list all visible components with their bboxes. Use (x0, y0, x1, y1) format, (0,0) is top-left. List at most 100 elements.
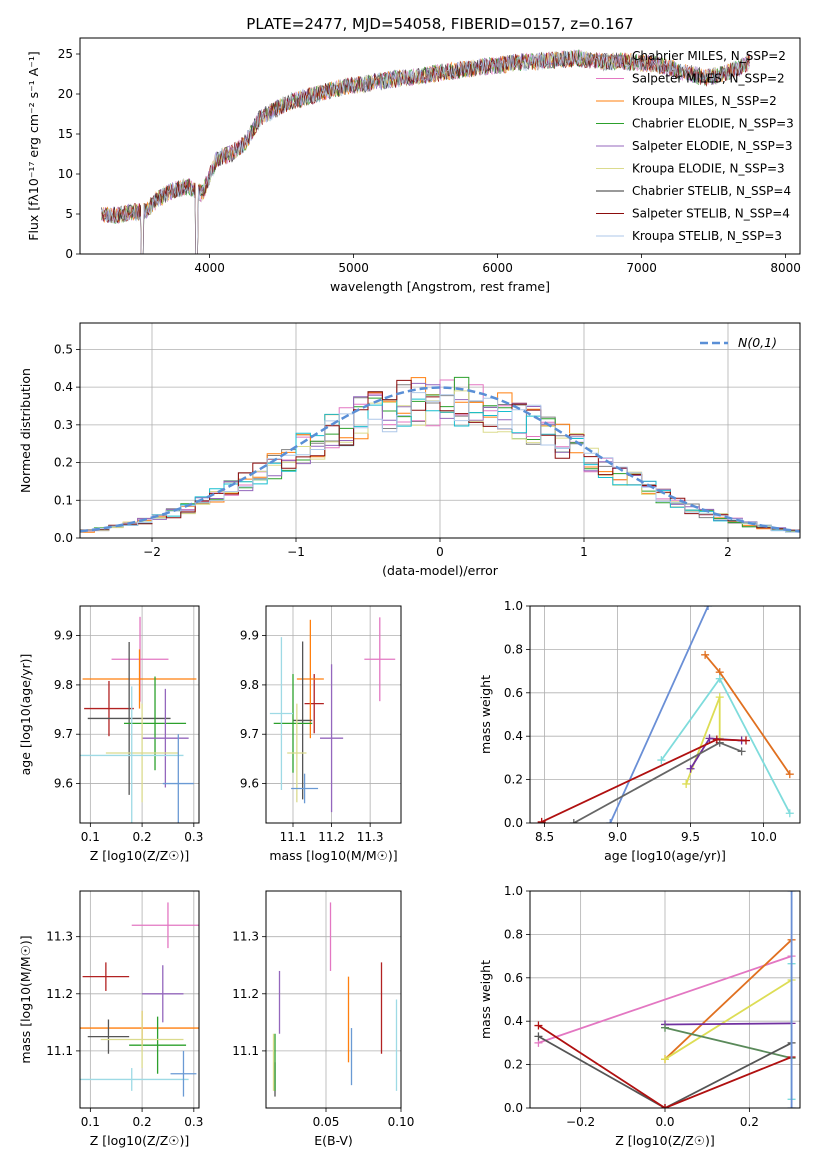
weight-vs-Z-xlabel: Z [log10(Z/Z☉)] (615, 1133, 715, 1148)
mass-vs-Z-plot (80, 902, 199, 1097)
residuals-xtick-label: −2 (143, 545, 161, 559)
weight-vs-Z-axes: −0.2 0.0 0.2 0.0 0.2 0.4 0.6 0.8 1.0 Z [log10(Z/Z… (478, 884, 800, 1148)
weight-marker (661, 1104, 669, 1108)
mass-vs-ebv-ytick-label: 11.2 (232, 987, 259, 1001)
weight-vs-Z-ytick-label: 0.4 (504, 1014, 523, 1028)
age-vs-mass-plot (269, 617, 396, 813)
spectrum-ytick-label: 20 (58, 87, 73, 101)
age-vs-Z-ylabel: age [log10(age/yr)] (18, 654, 33, 776)
age-vs-mass-ytick-label: 9.8 (240, 678, 259, 692)
residuals-frame (79, 322, 801, 539)
spectrum-axes: 4000 5000 6000 7000 8000 0 5 10 15 20 25 wavelength… (26, 47, 801, 294)
age-vs-Z-axes: 0.1 0.2 0.3 9.6 9.7 9.8 9.9 Z [log10(Z/Z☉)] age … (18, 606, 203, 863)
mass-vs-ebv-ytick-label: 11.1 (232, 1044, 259, 1058)
normal-curve (80, 386, 800, 533)
mass-vs-Z-xlabel: Z [log10(Z/Z☉)] (90, 1133, 190, 1148)
spectrum-line (101, 49, 750, 254)
weight-line (541, 738, 747, 823)
weight-vs-Z-ytick-label: 1.0 (504, 884, 523, 898)
mass-vs-ebv-plot (272, 902, 398, 1097)
spectrum-line (101, 51, 750, 254)
weight-vs-age-frame (529, 605, 801, 824)
age-vs-mass-axes: 11.1 11.2 11.3 9.6 9.7 9.8 9.9 mass [log10(M/M☉… (240, 606, 401, 863)
weight-marker (742, 736, 750, 745)
weight-marker (657, 756, 666, 765)
spectrum-ytick-label: 25 (58, 47, 73, 61)
residuals-legend: N(0,1) (700, 335, 777, 350)
weight-line (537, 1024, 792, 1108)
weight-vs-Z-frame (529, 890, 801, 1109)
mass-vs-Z-ytick-label: 11.1 (46, 1044, 73, 1058)
weight-vs-age-ytick-label: 0.2 (504, 773, 523, 787)
weight-vs-Z-ytick-label: 0.8 (504, 927, 523, 941)
weight-vs-Z-xtick-label: 0.2 (740, 1115, 759, 1129)
spectrum-line (101, 50, 750, 254)
mass-vs-ebv-ytick-label: 11.3 (232, 930, 259, 944)
weight-vs-age-xtick-label: 9.0 (608, 830, 627, 844)
weight-marker (537, 817, 546, 823)
legend-entry: Kroupa ELODIE, N_SSP=3 (632, 162, 785, 176)
weight-marker (785, 770, 794, 779)
weight-vs-age-ytick-label: 0.4 (504, 729, 523, 743)
weight-vs-age-xtick-label: 10.0 (750, 830, 777, 844)
mass-vs-Z-xtick-label: 0.2 (133, 1115, 152, 1129)
legend-entry: Chabrier MILES, N_SSP=2 (632, 49, 786, 63)
mass-vs-Z-ytick-label: 11.2 (46, 987, 73, 1001)
residuals-xtick-label: 2 (724, 545, 732, 559)
residuals-xtick-label: 1 (580, 545, 588, 559)
residuals-ytick-label: 0.5 (54, 342, 73, 356)
age-vs-Z-xtick-label: 0.3 (184, 830, 203, 844)
legend-entry: Salpeter STELIB, N_SSP=4 (632, 207, 790, 221)
weight-vs-Z-ytick-label: 0.2 (504, 1058, 523, 1072)
weight-vs-age-xtick-label: 8.5 (535, 830, 554, 844)
weight-marker (661, 1023, 669, 1032)
residuals-ylabel: Normed distribution (18, 368, 33, 493)
weight-line (573, 741, 742, 823)
age-vs-mass-xtick-label: 11.1 (280, 830, 307, 844)
age-vs-Z-xtick-label: 0.1 (81, 830, 100, 844)
weight-marker (606, 819, 615, 823)
residuals-ytick-label: 0.1 (54, 493, 73, 507)
age-vs-Z-ytick-label: 9.6 (54, 777, 73, 791)
spectrum-ylabel: Flux [fλ10⁻¹⁷ erg cm⁻² s⁻¹ A⁻¹] (26, 51, 41, 240)
age-vs-Z-xtick-label: 0.2 (133, 830, 152, 844)
weight-vs-age-ylabel: mass weight (478, 675, 493, 754)
spectrum-xtick-label: 6000 (482, 261, 513, 275)
spectrum-xlabel: wavelength [Angstrom, rest frame] (330, 279, 550, 294)
weight-line (537, 1035, 793, 1108)
residuals-xlabel: (data-model)/error (382, 563, 499, 578)
spectrum-ytick-label: 15 (58, 127, 73, 141)
residuals-ytick-label: 0.3 (54, 418, 73, 432)
spectrum-legend: Chabrier MILES, N_SSP=2 Salpeter MILES, N… (596, 49, 794, 243)
mass-vs-ebv-xlabel: E(B-V) (314, 1133, 353, 1148)
mass-vs-Z-ylabel: mass [log10(M/M☉)] (18, 935, 33, 1063)
spectrum-xtick-label: 7000 (626, 261, 657, 275)
weight-vs-age-ytick-label: 0.6 (504, 686, 523, 700)
weight-vs-age-ytick-label: 0.8 (504, 642, 523, 656)
weight-vs-Z-ylabel: mass weight (478, 960, 493, 1039)
legend-entry: N(0,1) (738, 335, 777, 350)
weight-marker (712, 735, 721, 744)
age-vs-Z-xlabel: Z [log10(Z/Z☉)] (90, 848, 190, 863)
weight-vs-age-xtick-label: 9.5 (681, 830, 700, 844)
legend-entry: Kroupa STELIB, N_SSP=3 (632, 229, 782, 243)
mass-vs-Z-axes: 0.1 0.2 0.3 11.1 11.2 11.3 Z [log10(Z/Z☉)] mass… (18, 891, 203, 1148)
weight-marker (701, 650, 710, 659)
residuals-axes: −2 −1 0 1 2 0.0 0.1 0.2 0.3 0.4 0.5 (data-model)/er… (18, 323, 800, 578)
mass-vs-Z-ytick-label: 11.3 (46, 930, 73, 944)
residuals-ytick-label: 0.2 (54, 456, 73, 470)
residual-histogram (80, 398, 800, 531)
weight-line (664, 1022, 792, 1026)
mass-vs-ebv-frame (265, 890, 402, 1109)
weight-marker (715, 674, 724, 683)
legend-entry: Salpeter MILES, N_SSP=2 (632, 72, 785, 86)
weight-marker (715, 693, 724, 702)
residuals-plot (80, 376, 800, 533)
legend-entry: Salpeter ELODIE, N_SSP=3 (632, 139, 793, 153)
weight-marker (705, 734, 714, 743)
weight-marker (737, 747, 746, 756)
weight-vs-age-axes: 8.5 9.0 9.5 10.0 0.0 0.2 0.4 0.6 0.8 1.0 age [log1… (478, 599, 800, 863)
spectrum-xtick-label: 4000 (194, 261, 225, 275)
weight-marker (787, 891, 796, 895)
figure-title: PLATE=2477, MJD=54058, FIBERID=0157, z=0… (246, 15, 633, 33)
